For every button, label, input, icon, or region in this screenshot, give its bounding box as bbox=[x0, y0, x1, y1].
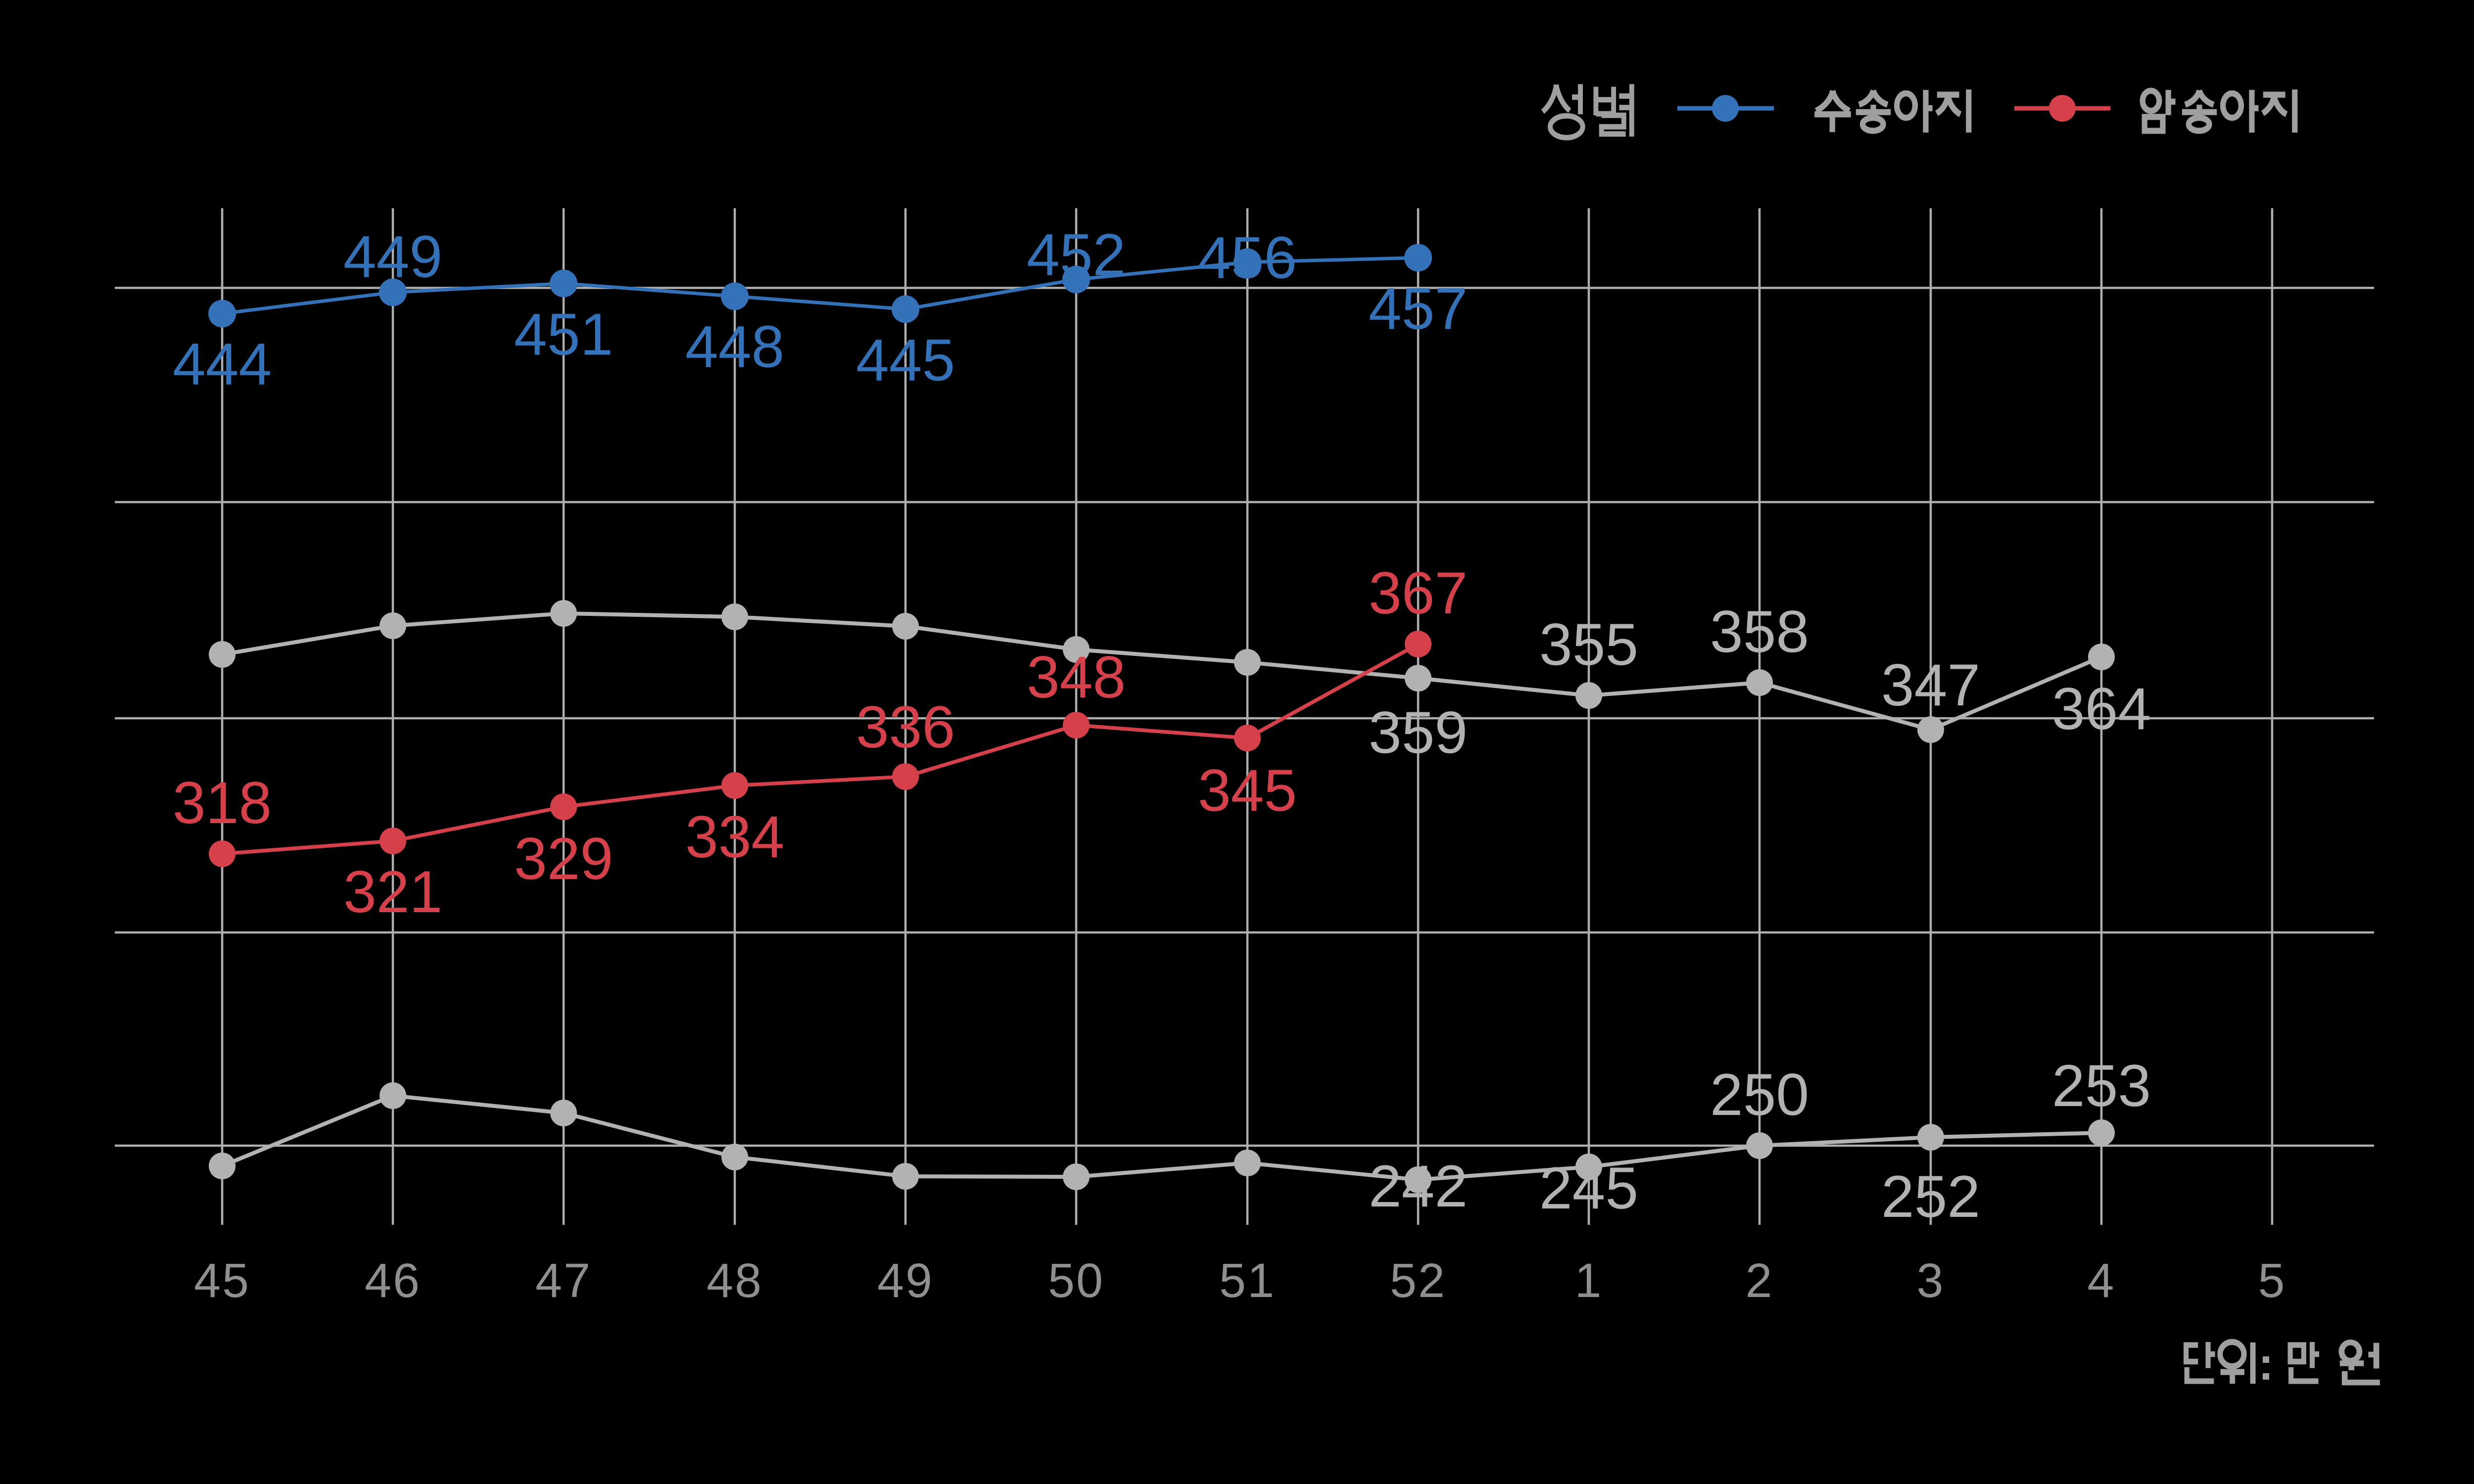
svg-text:253: 253 bbox=[2052, 1053, 2151, 1119]
svg-text:321: 321 bbox=[343, 859, 442, 925]
svg-text:355: 355 bbox=[1539, 611, 1638, 678]
svg-text:329: 329 bbox=[514, 826, 613, 892]
svg-text:4: 4 bbox=[2088, 1253, 2116, 1307]
svg-text:252: 252 bbox=[1881, 1163, 1980, 1230]
svg-text:348: 348 bbox=[1027, 644, 1126, 710]
svg-text:358: 358 bbox=[1710, 599, 1809, 665]
svg-text:347: 347 bbox=[1881, 652, 1980, 718]
svg-text:48: 48 bbox=[707, 1253, 763, 1307]
svg-text:49: 49 bbox=[877, 1253, 934, 1307]
svg-text:445: 445 bbox=[856, 327, 955, 393]
svg-text:5: 5 bbox=[2258, 1253, 2286, 1307]
svg-text:451: 451 bbox=[514, 301, 613, 368]
svg-text:448: 448 bbox=[685, 314, 784, 380]
svg-text:52: 52 bbox=[1390, 1253, 1446, 1307]
svg-text:47: 47 bbox=[535, 1253, 592, 1307]
svg-text:367: 367 bbox=[1369, 560, 1468, 626]
svg-text:345: 345 bbox=[1198, 757, 1297, 824]
svg-text:1: 1 bbox=[1575, 1253, 1603, 1307]
svg-text:50: 50 bbox=[1048, 1253, 1104, 1307]
svg-text:336: 336 bbox=[856, 694, 955, 760]
svg-text:45: 45 bbox=[194, 1253, 250, 1307]
svg-text:444: 444 bbox=[173, 331, 272, 397]
svg-text:364: 364 bbox=[2052, 676, 2151, 742]
svg-text:3: 3 bbox=[1917, 1253, 1945, 1307]
svg-text:250: 250 bbox=[1710, 1062, 1809, 1128]
svg-text:457: 457 bbox=[1369, 276, 1468, 342]
svg-text:318: 318 bbox=[173, 770, 272, 836]
svg-text:51: 51 bbox=[1219, 1253, 1276, 1307]
svg-text:46: 46 bbox=[365, 1253, 421, 1307]
svg-text:334: 334 bbox=[685, 804, 784, 870]
svg-text:359: 359 bbox=[1369, 699, 1468, 766]
svg-text:2: 2 bbox=[1746, 1253, 1774, 1307]
